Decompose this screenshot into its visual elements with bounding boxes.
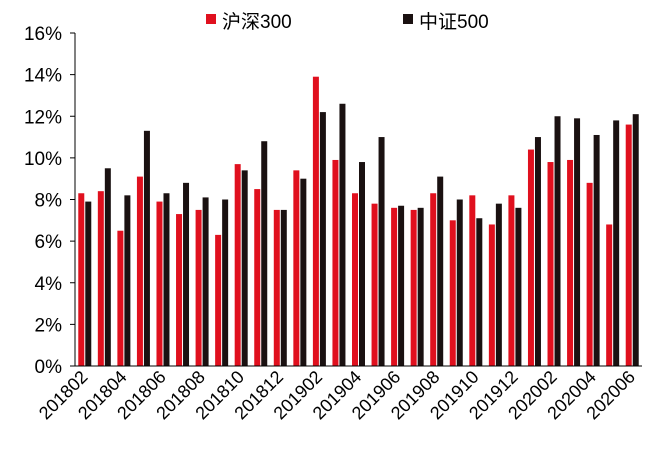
bar-zz500 xyxy=(85,201,92,366)
bar-hs300 xyxy=(430,193,437,366)
bar-zz500 xyxy=(593,134,600,366)
x-axis-ticks: 2018022018042018062018082018102018122019… xyxy=(35,367,639,424)
bar-hs300 xyxy=(567,159,574,366)
bar-zz500 xyxy=(261,141,268,366)
legend-swatch-hs300 xyxy=(206,14,216,24)
y-axis-ticks: 0% 2% 4% 6% 8% 10% 12% 14% 16% xyxy=(24,24,75,378)
bar-hs300 xyxy=(606,224,613,366)
bar-zz500 xyxy=(554,116,561,366)
bar-hs300 xyxy=(449,220,456,366)
bar-hs300 xyxy=(195,209,202,366)
y-tick-label: 8% xyxy=(35,191,63,212)
bar-hs300 xyxy=(410,209,417,366)
bar-hs300 xyxy=(176,214,183,366)
y-tick-label: 12% xyxy=(24,107,62,128)
bar-hs300 xyxy=(254,189,261,366)
bar-zz500 xyxy=(241,170,248,366)
bar-zz500 xyxy=(456,199,463,366)
bar-zz500 xyxy=(104,168,111,366)
y-tick-label: 2% xyxy=(35,315,63,336)
bar-hs300 xyxy=(488,224,495,366)
bar-hs300 xyxy=(586,182,593,366)
bar-zz500 xyxy=(495,203,502,366)
bar-zz500 xyxy=(124,195,131,366)
bar-hs300 xyxy=(527,149,534,366)
bar-hs300 xyxy=(547,162,554,366)
bar-zz500 xyxy=(143,130,150,366)
axes xyxy=(74,33,642,367)
bar-hs300 xyxy=(78,193,85,366)
bar-hs300 xyxy=(136,176,143,366)
bar-hs300 xyxy=(332,159,339,366)
y-tick-label: 10% xyxy=(24,149,62,170)
bar-zz500 xyxy=(417,207,424,366)
bar-zz500 xyxy=(319,112,326,367)
bar-zz500 xyxy=(339,103,346,366)
bar-hs300 xyxy=(625,124,632,366)
bar-hs300 xyxy=(352,193,358,366)
bar-zz500 xyxy=(222,199,229,366)
bar-zz500 xyxy=(437,176,444,366)
y-tick-label: 4% xyxy=(35,274,63,295)
legend-swatch-zz500 xyxy=(403,14,413,24)
legend: 沪深300 中证500 xyxy=(206,11,489,33)
bar-zz500 xyxy=(574,118,581,366)
bar-zz500 xyxy=(183,182,190,366)
y-tick-label: 6% xyxy=(35,232,63,253)
bar-zz500 xyxy=(476,218,483,366)
bar-zz500 xyxy=(515,207,522,366)
bar-hs300 xyxy=(215,234,222,366)
bar-zz500 xyxy=(359,162,365,366)
bar-hs300 xyxy=(312,76,319,367)
legend-label-zz500: 中证500 xyxy=(419,11,489,33)
bar-hs300 xyxy=(469,195,476,366)
bar-hs300 xyxy=(117,230,124,366)
y-tick-label: 0% xyxy=(35,357,63,378)
bar-zz500 xyxy=(378,137,385,366)
bar-zz500 xyxy=(534,137,541,366)
bar-hs300 xyxy=(273,209,280,366)
legend-label-hs300: 沪深300 xyxy=(222,11,292,33)
bar-zz500 xyxy=(398,205,405,366)
bar-hs300 xyxy=(97,191,104,366)
bar-hs300 xyxy=(156,201,163,366)
bar-zz500 xyxy=(202,197,209,366)
bar-zz500 xyxy=(280,209,287,366)
bar-zz500 xyxy=(300,178,307,366)
bar-hs300 xyxy=(234,164,241,366)
bar-zz500 xyxy=(163,193,170,366)
bar-hs300 xyxy=(293,170,300,366)
bar-hs300 xyxy=(371,203,378,366)
y-tick-label: 14% xyxy=(24,66,62,87)
bar-zz500 xyxy=(632,114,639,366)
bars xyxy=(78,76,639,367)
bar-hs300 xyxy=(391,207,398,366)
bar-hs300 xyxy=(508,195,515,366)
bar-zz500 xyxy=(613,120,620,366)
y-tick-label: 16% xyxy=(24,24,62,45)
